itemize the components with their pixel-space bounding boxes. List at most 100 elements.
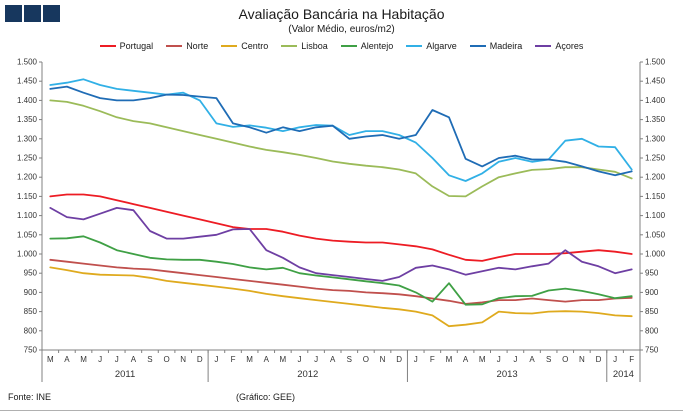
axis-label: A	[330, 355, 336, 364]
legend-label: Lisboa	[301, 41, 328, 51]
axis-label: N	[579, 355, 585, 364]
logo-square	[43, 5, 60, 22]
series-line-lisboa	[49, 99, 633, 198]
axis-label: 1.300	[17, 134, 38, 143]
footer: Fonte: INE (Gráfico: GEE)	[0, 392, 683, 408]
legend-line-swatch	[469, 45, 486, 47]
axis-label: 750	[645, 346, 659, 355]
axis-label: A	[529, 355, 535, 364]
axis-label: 1.100	[645, 211, 666, 220]
axis-label: 2014	[613, 369, 634, 380]
legend-line-swatch	[340, 45, 357, 47]
axis-label: M	[47, 355, 54, 364]
axis-label: 1.050	[17, 230, 38, 239]
axis-label: 1.450	[645, 77, 666, 86]
logo-square	[24, 5, 41, 22]
axis-label: M	[280, 355, 287, 364]
legend-label: Algarve	[426, 41, 457, 51]
axis-label: A	[131, 355, 137, 364]
legend-item-norte: Norte	[166, 41, 208, 51]
axis-label: J	[98, 355, 102, 364]
axis-label: 800	[645, 326, 659, 335]
axis-label: J	[497, 355, 501, 364]
series-line-madeira	[49, 85, 633, 177]
axis-label: 800	[24, 326, 38, 335]
axis-label: 1.500	[645, 58, 666, 67]
series-line-norte	[49, 258, 633, 305]
legend: Portugal Norte Centro Lisboa Alentejo Algarve…	[0, 41, 683, 51]
axis-label: 850	[645, 307, 659, 316]
axis-label: 1.250	[17, 154, 38, 163]
legend-label: Madeira	[489, 41, 523, 51]
legend-item-madeira: Madeira	[469, 41, 523, 51]
series-line-alentejo	[49, 235, 633, 306]
axis-label: O	[363, 355, 369, 364]
legend-item-centro: Centro	[221, 41, 268, 51]
axis-label: 950	[645, 269, 659, 278]
series-line-portugal	[49, 193, 633, 262]
series-line-algarve	[49, 78, 633, 182]
axis-label: N	[380, 355, 386, 364]
legend-line-swatch	[406, 45, 423, 47]
axis-label: F	[629, 355, 634, 364]
axis-label: 900	[24, 288, 38, 297]
credit-note: (Gráfico: GEE)	[236, 392, 296, 402]
axis-label: 1.400	[17, 96, 38, 105]
axis-label: 1.500	[17, 58, 38, 67]
axis-label: 1.150	[645, 192, 666, 201]
axis-label: 1.200	[645, 173, 666, 182]
legend-label: Portugal	[119, 41, 154, 51]
legend-label: Norte	[186, 41, 209, 51]
chart-subtitle: (Valor Médio, euros/m2)	[288, 24, 395, 35]
chart-title: Avaliação Bancária na Habitação	[238, 6, 445, 22]
axis-label: J	[297, 355, 301, 364]
legend-item-lisboa: Lisboa	[281, 41, 328, 51]
axis-label: F	[231, 355, 236, 364]
axis-label: M	[80, 355, 87, 364]
source-note: Fonte: INE	[8, 392, 52, 402]
axis-label: J	[513, 355, 517, 364]
axis-label: J	[115, 355, 119, 364]
axis-label: F	[430, 355, 435, 364]
axis-label: 750	[24, 346, 38, 355]
legend-item-alentejo: Alentejo	[340, 41, 394, 51]
axis-label: S	[546, 355, 551, 364]
logo-square	[5, 5, 22, 22]
axis-label: D	[197, 355, 203, 364]
axis-label: 1.200	[17, 173, 38, 182]
axis-label: O	[163, 355, 169, 364]
axis-label: 900	[645, 288, 659, 297]
axis-label: 1.250	[645, 154, 666, 163]
legend-line-swatch	[99, 45, 116, 47]
axis-label: J	[414, 355, 418, 364]
legend-item-acores: Açores	[535, 41, 583, 51]
legend-item-portugal: Portugal	[99, 41, 154, 51]
axis-label: 1.050	[645, 230, 666, 239]
axis-label: 1.100	[17, 211, 38, 220]
legend-line-swatch	[166, 45, 183, 47]
axis-label: J	[214, 355, 218, 364]
axis-label: S	[147, 355, 152, 364]
legend-label: Centro	[241, 41, 269, 51]
axis-label: J	[314, 355, 318, 364]
series-line-acores	[49, 206, 633, 282]
axis-label: M	[246, 355, 253, 364]
axis-label: A	[463, 355, 469, 364]
axis-label: 850	[24, 307, 38, 316]
chart-svg: 750 750 800 800 850 850 900 900 950 950 1.000 1.000…	[17, 58, 666, 382]
legend-label: Açores	[555, 41, 584, 51]
axis-label: 1.400	[645, 96, 666, 105]
axis-label: A	[264, 355, 270, 364]
axis-label: M	[446, 355, 453, 364]
series-line-centro	[49, 266, 633, 328]
axis-label: A	[64, 355, 70, 364]
axis-label: 1.350	[17, 115, 38, 124]
axis-label: J	[613, 355, 617, 364]
axis-label: 950	[24, 269, 38, 278]
legend-label: Alentejo	[360, 41, 394, 51]
axis-label: 2011	[115, 369, 135, 380]
axis-label: N	[180, 355, 186, 364]
legend-item-algarve: Algarve	[406, 41, 457, 51]
axis-label: 1.000	[645, 250, 666, 259]
